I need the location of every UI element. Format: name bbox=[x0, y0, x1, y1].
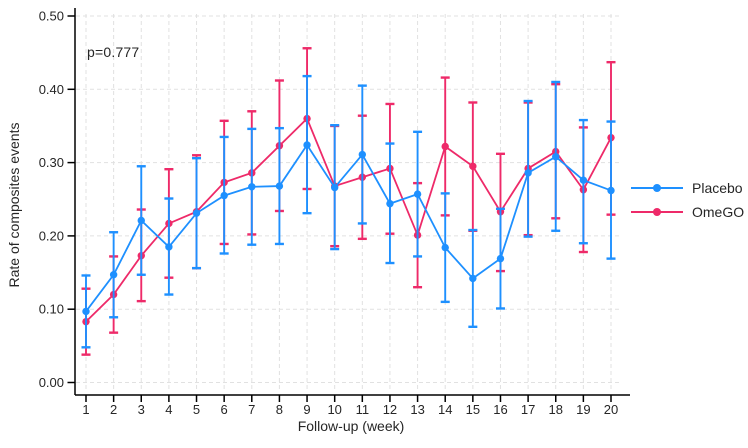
data-point bbox=[441, 142, 449, 151]
x-tick-label: 17 bbox=[521, 402, 535, 417]
tick-labels: 0.000.100.200.300.400.501 2 3 4 5 6 7 8 9 10 11 12 1… bbox=[39, 9, 619, 418]
data-point bbox=[552, 153, 560, 161]
p-value-annotation: p=0.777 bbox=[87, 44, 140, 60]
y-tick-label: 0.00 bbox=[39, 375, 64, 390]
x-tick-label: 15 bbox=[466, 402, 480, 417]
error-bars bbox=[81, 47, 616, 356]
legend-label-placebo: Placebo bbox=[692, 180, 743, 196]
legend-label-omego: OmeGO bbox=[692, 204, 745, 220]
x-tick-label: 2 bbox=[110, 402, 117, 417]
data-point bbox=[358, 150, 367, 159]
legend-item-placebo: Placebo bbox=[630, 180, 744, 196]
series-markers bbox=[82, 141, 615, 316]
data-point bbox=[330, 183, 339, 192]
data-point bbox=[192, 209, 201, 217]
data-point bbox=[275, 182, 284, 190]
data-point bbox=[496, 254, 505, 263]
data-point bbox=[82, 307, 90, 316]
x-tick-label: 8 bbox=[276, 402, 283, 417]
data-point bbox=[137, 216, 145, 225]
x-tick-label: 10 bbox=[327, 402, 341, 417]
x-tick-label: 5 bbox=[193, 402, 200, 417]
x-tick-label: 7 bbox=[248, 402, 255, 417]
series-placebo bbox=[81, 74, 616, 349]
data-point bbox=[413, 190, 422, 198]
y-axis-title: Rate of composites events bbox=[6, 122, 22, 288]
x-axis-title: Follow-up (week) bbox=[297, 418, 405, 434]
data-point bbox=[248, 183, 256, 191]
data-point bbox=[469, 162, 477, 170]
series-line bbox=[85, 143, 612, 312]
data-point bbox=[469, 274, 477, 283]
x-tick-label: 9 bbox=[303, 402, 310, 417]
x-tick-label: 3 bbox=[138, 402, 145, 417]
data-point bbox=[303, 141, 311, 149]
x-tick-label: 16 bbox=[493, 402, 507, 417]
data-point bbox=[441, 243, 449, 252]
x-tick-label: 13 bbox=[410, 402, 424, 417]
series-line bbox=[85, 117, 612, 323]
y-tick-label: 0.20 bbox=[39, 228, 64, 243]
line-marker-icon bbox=[631, 208, 683, 216]
data-point bbox=[579, 176, 588, 184]
x-tick-label: 18 bbox=[549, 402, 563, 417]
series-markers bbox=[82, 114, 615, 326]
data-point bbox=[524, 169, 532, 177]
gridlines bbox=[76, 14, 622, 392]
data-point bbox=[220, 191, 228, 200]
y-tick-label: 0.50 bbox=[39, 9, 64, 24]
data-point bbox=[109, 271, 118, 279]
y-tick-label: 0.40 bbox=[39, 82, 64, 97]
data-point bbox=[165, 243, 173, 251]
x-tick-label: 20 bbox=[604, 402, 618, 417]
x-tick-label: 19 bbox=[576, 402, 590, 417]
axes bbox=[67, 8, 630, 402]
error-bars bbox=[81, 74, 616, 349]
data-point bbox=[386, 199, 394, 208]
data-point bbox=[607, 186, 615, 195]
legend-item-omego: OmeGO bbox=[630, 204, 744, 220]
y-tick-label: 0.30 bbox=[39, 155, 64, 170]
x-tick-label: 11 bbox=[356, 402, 370, 417]
x-tick-label: 4 bbox=[165, 402, 172, 417]
x-tick-label: 12 bbox=[383, 402, 397, 417]
series-omego bbox=[81, 47, 616, 356]
x-tick-label: 6 bbox=[221, 402, 228, 417]
x-tick-label: 1 bbox=[82, 402, 89, 417]
legend: Placebo OmeGO bbox=[630, 180, 744, 220]
x-tick-label: 14 bbox=[438, 402, 452, 417]
y-tick-label: 0.10 bbox=[39, 302, 64, 317]
line-marker-icon bbox=[631, 184, 683, 192]
